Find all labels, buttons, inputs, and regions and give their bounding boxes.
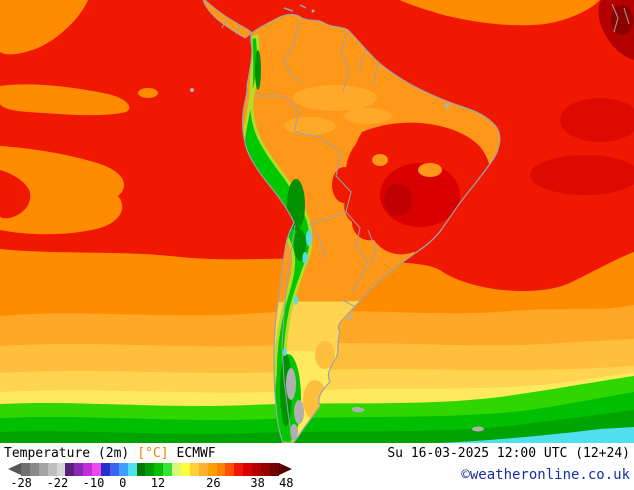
colorbar-cell xyxy=(154,463,164,476)
colorbar-cell xyxy=(269,463,279,476)
colorbar-cell xyxy=(29,463,39,476)
colorbar-cell xyxy=(56,463,66,476)
colorbar-cell xyxy=(252,463,262,476)
cold-cyan-strip xyxy=(440,427,634,443)
colorbar-cell xyxy=(225,463,235,476)
colorbar-cell xyxy=(47,463,57,476)
colorbar-right-arrow-icon xyxy=(278,463,292,475)
atlantic-dark-red-patch xyxy=(530,155,634,195)
colorbar-cell xyxy=(234,463,244,476)
colorbar-cell xyxy=(136,463,146,476)
colorbar-cell xyxy=(145,463,155,476)
central-america-land xyxy=(202,0,253,39)
coastline xyxy=(242,13,501,443)
dark-green-band xyxy=(0,410,634,443)
colorbar-tick--10: -10 xyxy=(82,476,105,490)
colorbar-tick--22: -22 xyxy=(46,476,69,490)
central-america-borders xyxy=(221,19,241,35)
falkland-islands xyxy=(352,406,365,413)
product-label: Temperature (2m) xyxy=(4,446,130,461)
unit-label: [°C] xyxy=(137,446,169,461)
colorbar-cell xyxy=(65,463,75,476)
colorbar-cell xyxy=(198,463,208,476)
legend-bar: Temperature (2m) [°C] ECMWF Su 16-03-2025 … xyxy=(0,443,634,490)
south-georgia-island xyxy=(472,426,484,432)
colorbar-cell xyxy=(207,463,217,476)
map-title: Temperature (2m) [°C] ECMWF xyxy=(4,446,216,461)
colorbar-cell xyxy=(92,463,102,476)
galapagos-dot xyxy=(190,88,194,92)
colorbar-cell xyxy=(83,463,93,476)
copyright-notice: ©weatheronline.co.uk xyxy=(461,467,630,483)
caribbean-islands xyxy=(283,4,307,12)
colorbar-cell xyxy=(101,463,110,476)
pacific-red-patch xyxy=(0,170,31,219)
colorbar-cell xyxy=(127,463,137,476)
colorbar-tick-labels: -28 -22 -10 0 12 26 38 48 xyxy=(8,476,294,490)
colorbar-tick-48: 48 xyxy=(279,476,294,490)
south-america-temperature-svg xyxy=(0,0,634,443)
colorbar-cell xyxy=(181,463,190,476)
colorbar-tick-0: 0 xyxy=(119,476,127,490)
temperature-map xyxy=(0,0,634,443)
temperature-colorbar: -28 -22 -10 0 12 26 38 48 xyxy=(8,463,294,490)
colorbar-cell xyxy=(74,463,84,476)
caribbean-island-dot xyxy=(311,9,315,13)
africa-hotter-core xyxy=(611,5,633,35)
colorbar-cell xyxy=(38,463,48,476)
pacific-orange-patch xyxy=(0,146,124,235)
pacific-orange-spot xyxy=(138,88,158,98)
colorbar-cell xyxy=(216,463,226,476)
colorbar-cell xyxy=(189,463,199,476)
colorbar-cell xyxy=(109,463,119,476)
colorbar-tick-26: 26 xyxy=(206,476,221,490)
colorbar-tick-12: 12 xyxy=(150,476,166,490)
coastal-gray-speck xyxy=(444,103,450,109)
colorbar-cell xyxy=(118,463,128,476)
colorbar-left-arrow-icon xyxy=(8,463,21,475)
colorbar-cell xyxy=(172,463,182,476)
colorbar-cell xyxy=(163,463,173,476)
colorbar-tick-38: 38 xyxy=(250,476,265,490)
colorbar-cell xyxy=(261,463,270,476)
colorbar-cell xyxy=(243,463,253,476)
model-label: ECMWF xyxy=(176,446,216,461)
atlantic-orange-strip xyxy=(400,0,600,26)
colorbar-gradient xyxy=(8,463,292,476)
colorbar-cell xyxy=(21,463,30,476)
country-borders xyxy=(256,21,381,441)
atlantic-dark-red-patch xyxy=(560,98,634,142)
colorbar-tick--28: -28 xyxy=(10,476,32,490)
coastal-gray-speck xyxy=(348,316,352,320)
africa-borders xyxy=(611,3,630,33)
pacific-orange-patch xyxy=(0,0,88,55)
pacific-orange-patch xyxy=(0,84,130,116)
valid-datetime: Su 16-03-2025 12:00 UTC (12+24) xyxy=(387,446,630,461)
